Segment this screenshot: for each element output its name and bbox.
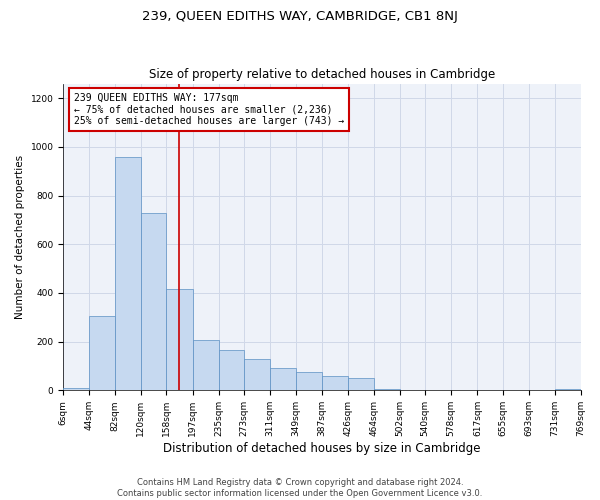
Bar bbox=[218, 350, 244, 391]
Bar bbox=[244, 358, 270, 390]
Bar bbox=[115, 156, 140, 390]
Bar bbox=[166, 290, 193, 390]
Bar bbox=[89, 316, 115, 390]
Text: 239, QUEEN EDITHS WAY, CAMBRIDGE, CB1 8NJ: 239, QUEEN EDITHS WAY, CAMBRIDGE, CB1 8N… bbox=[142, 10, 458, 23]
Text: Contains HM Land Registry data © Crown copyright and database right 2024.
Contai: Contains HM Land Registry data © Crown c… bbox=[118, 478, 482, 498]
Bar bbox=[140, 212, 166, 390]
Text: 239 QUEEN EDITHS WAY: 177sqm
← 75% of detached houses are smaller (2,236)
25% of: 239 QUEEN EDITHS WAY: 177sqm ← 75% of de… bbox=[74, 93, 344, 126]
Y-axis label: Number of detached properties: Number of detached properties bbox=[15, 155, 25, 319]
X-axis label: Distribution of detached houses by size in Cambridge: Distribution of detached houses by size … bbox=[163, 442, 481, 455]
Title: Size of property relative to detached houses in Cambridge: Size of property relative to detached ho… bbox=[149, 68, 495, 81]
Bar bbox=[63, 388, 89, 390]
Bar bbox=[322, 376, 348, 390]
Bar bbox=[348, 378, 374, 390]
Bar bbox=[270, 368, 296, 390]
Bar bbox=[555, 389, 581, 390]
Bar bbox=[374, 389, 400, 390]
Bar bbox=[296, 372, 322, 390]
Bar bbox=[193, 340, 218, 390]
